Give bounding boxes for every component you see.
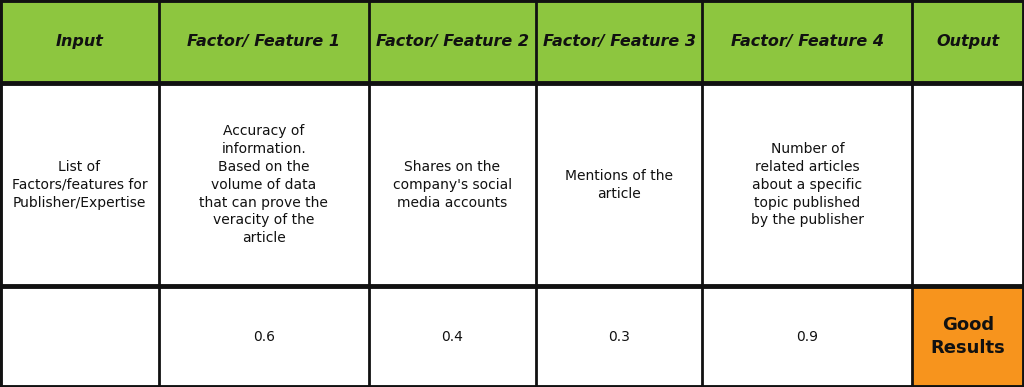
Text: Accuracy of
information.
Based on the
volume of data
that can prove the
veracity: Accuracy of information. Based on the vo… [200,124,328,245]
Bar [536,286,702,387]
Bar [536,0,702,83]
Bar [912,0,1024,83]
Text: 0.6: 0.6 [253,330,274,344]
Bar [369,83,536,286]
Bar [0,286,159,387]
Bar [159,286,369,387]
Text: Factor/ Feature 2: Factor/ Feature 2 [376,34,528,49]
Bar [912,286,1024,387]
Bar [536,83,702,286]
Text: 0.4: 0.4 [441,330,463,344]
Text: Output: Output [937,34,999,49]
Text: Good
Results: Good Results [931,316,1006,357]
Text: Shares on the
company's social
media accounts: Shares on the company's social media acc… [392,160,512,210]
Text: List of
Factors/features for
Publisher/Expertise: List of Factors/features for Publisher/E… [11,160,147,210]
Text: Factor/ Feature 1: Factor/ Feature 1 [187,34,340,49]
Text: 0.3: 0.3 [608,330,630,344]
Text: 0.9: 0.9 [797,330,818,344]
Bar [702,83,912,286]
Bar [0,83,159,286]
Bar [702,286,912,387]
Bar [0,0,159,83]
Text: Factor/ Feature 3: Factor/ Feature 3 [543,34,695,49]
Text: Mentions of the
article: Mentions of the article [565,169,673,201]
Bar [159,0,369,83]
Bar [159,83,369,286]
Text: Input: Input [55,34,103,49]
Text: Number of
related articles
about a specific
topic published
by the publisher: Number of related articles about a speci… [751,142,864,228]
Bar [702,0,912,83]
Bar [369,0,536,83]
Bar [369,286,536,387]
Text: Factor/ Feature 4: Factor/ Feature 4 [731,34,884,49]
Bar [912,83,1024,286]
